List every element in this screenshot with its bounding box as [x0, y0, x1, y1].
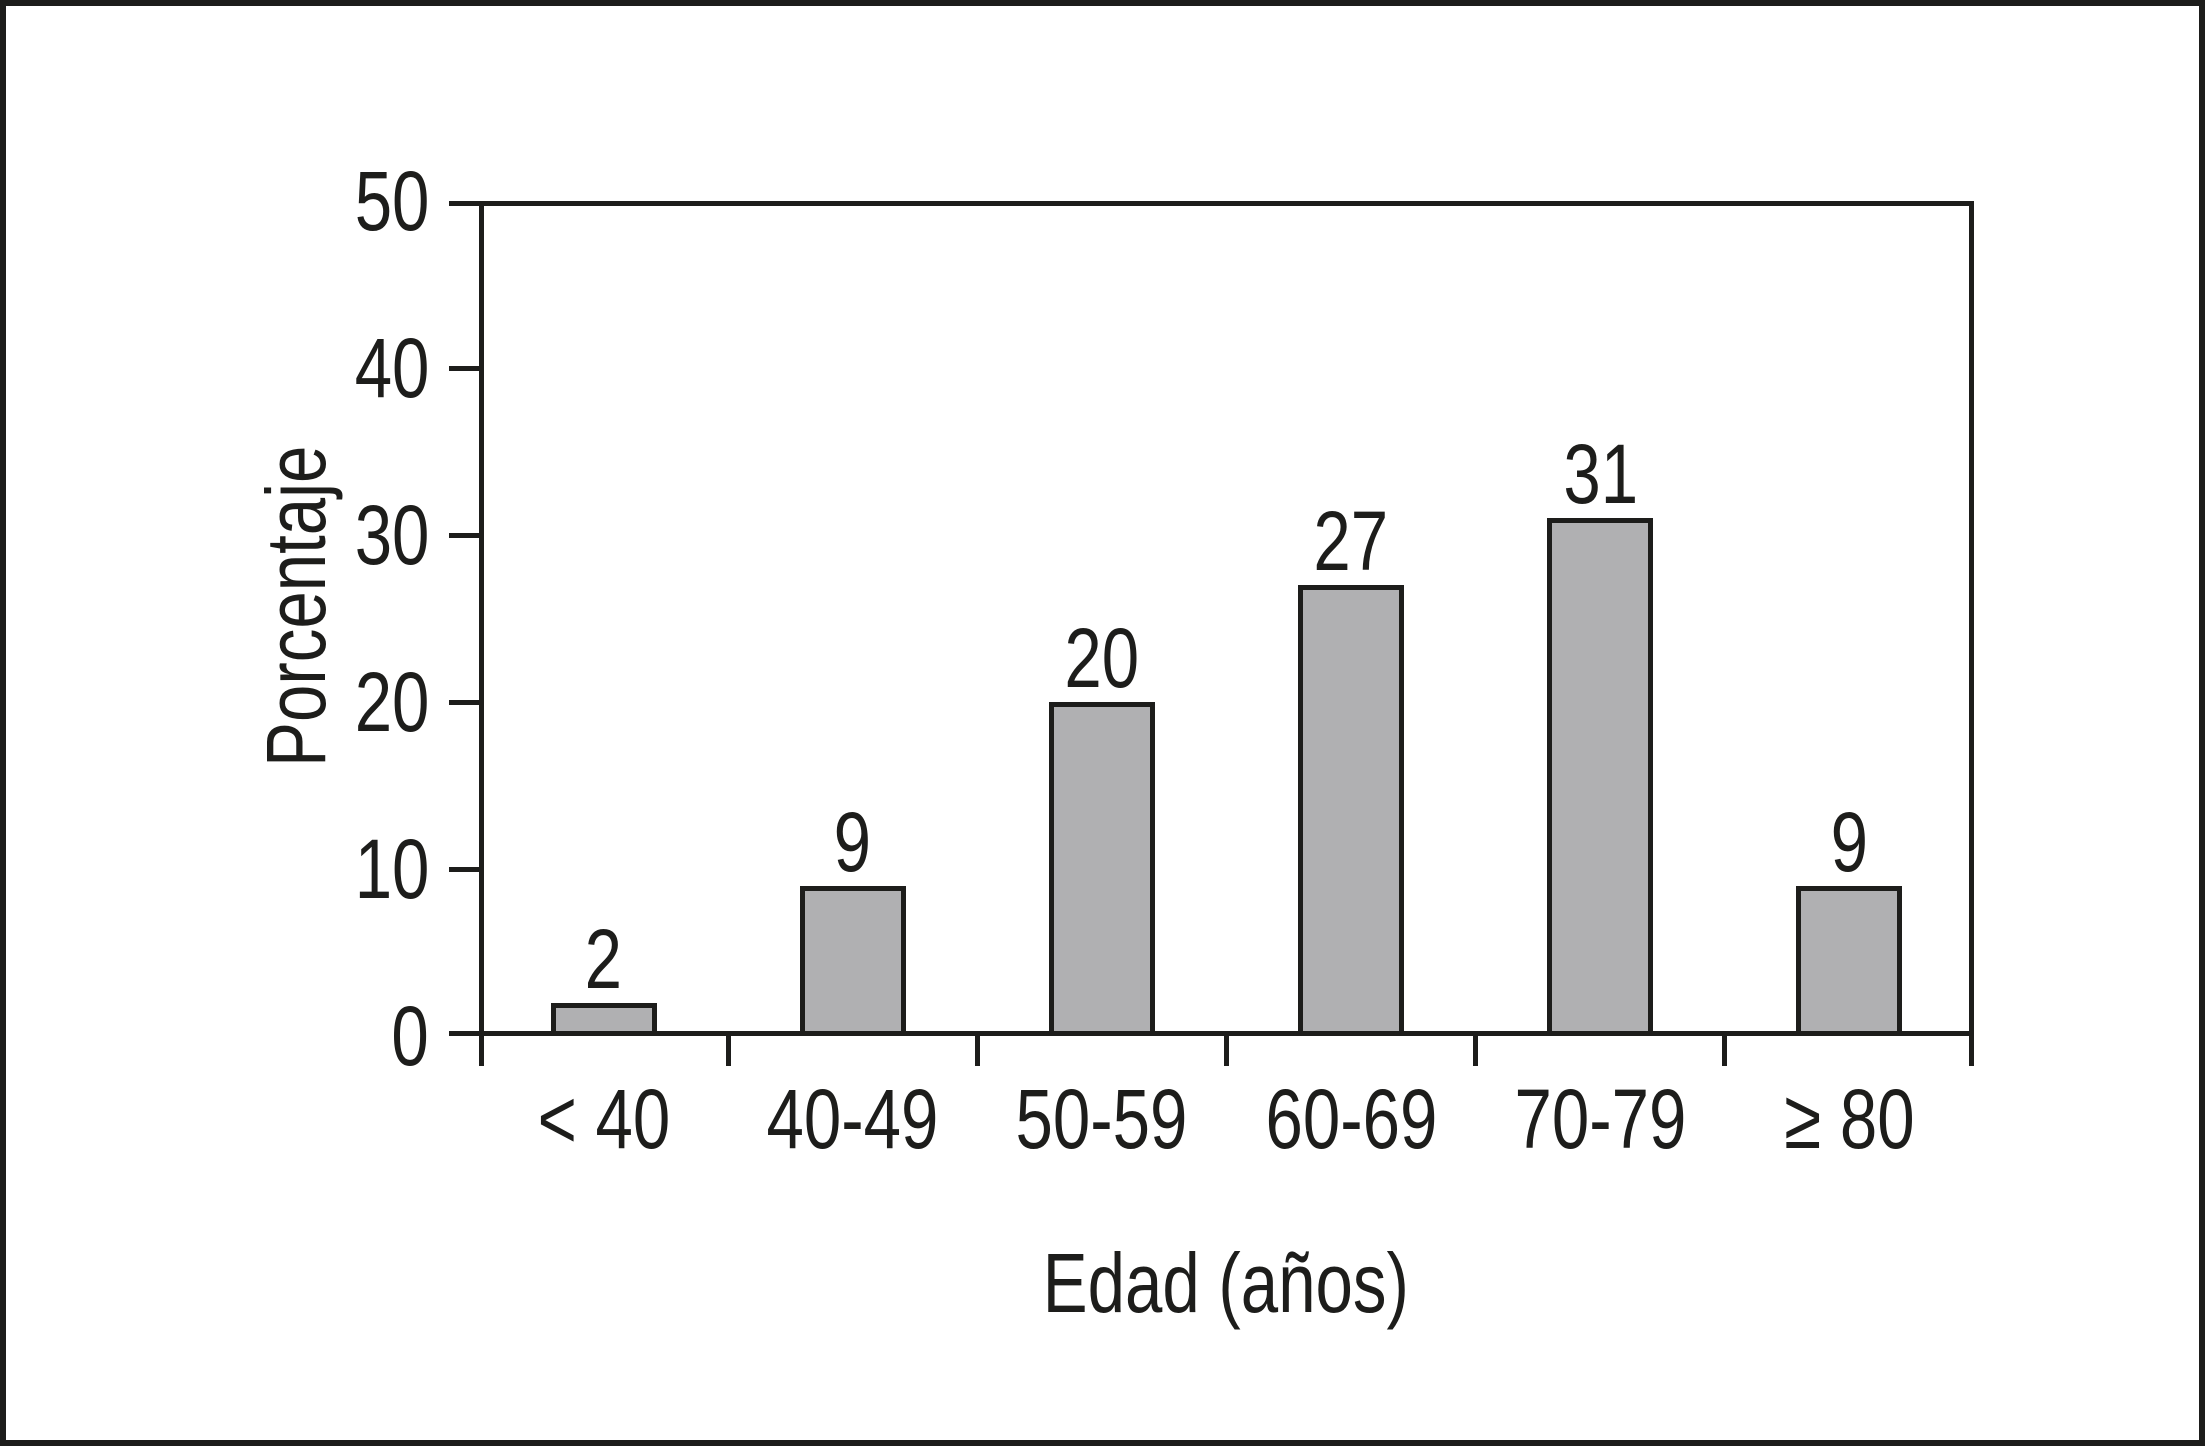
- x-tick-label-text: 70-79: [1514, 1072, 1687, 1166]
- bar-value-label-text: 20: [1064, 611, 1140, 705]
- y-tick-label: 30: [169, 493, 429, 577]
- bar: [1298, 585, 1405, 1036]
- bar-value-label: 31: [1475, 432, 1725, 516]
- plot-area: [479, 201, 1974, 1036]
- y-tick: [449, 866, 479, 872]
- bar: [799, 885, 906, 1036]
- bar-value-label: 9: [728, 800, 978, 884]
- x-tick-label-text: ≥ 80: [1784, 1072, 1915, 1166]
- y-tick-label: 20: [169, 660, 429, 744]
- bar-value-label-text: 31: [1562, 427, 1638, 522]
- x-tick-label: ≥ 80: [1699, 1077, 1999, 1161]
- y-tick-label-text: 50: [354, 154, 429, 248]
- y-tick-label-text: 20: [354, 655, 429, 749]
- x-tick: [725, 1036, 731, 1066]
- bar: [1048, 702, 1155, 1036]
- x-tick: [479, 1036, 484, 1066]
- y-tick-label-text: 30: [354, 488, 429, 582]
- x-axis-title-text: Edad (años): [1042, 1236, 1410, 1330]
- y-tick-label-text: 40: [354, 321, 429, 415]
- y-tick-label: 0: [169, 994, 429, 1078]
- y-axis-title-text: Porcentaje: [249, 445, 343, 767]
- y-tick-label: 10: [169, 827, 429, 911]
- y-tick-label: 40: [169, 326, 429, 410]
- bar-value-label: 27: [1226, 499, 1476, 583]
- bar-value-label: 9: [1724, 800, 1974, 884]
- x-tick-label-text: 60-69: [1265, 1072, 1438, 1166]
- x-tick-label: 40-49: [703, 1077, 1003, 1161]
- bar-value-label-text: 9: [834, 794, 872, 889]
- x-tick: [1473, 1036, 1479, 1066]
- bar-value-label-text: 9: [1830, 794, 1869, 889]
- x-tick-label: 50-59: [952, 1077, 1252, 1161]
- y-tick: [449, 201, 479, 206]
- x-tick-label-text: 50-59: [1015, 1072, 1188, 1166]
- x-tick-label-text: 40-49: [766, 1072, 939, 1166]
- bar: [550, 1002, 657, 1036]
- y-tick: [449, 699, 479, 705]
- x-tick: [974, 1036, 980, 1066]
- y-tick-label-text: 0: [391, 989, 429, 1083]
- bar-value-label: 20: [977, 616, 1227, 700]
- x-tick-label-text: < 40: [537, 1072, 670, 1166]
- bar-value-label-text: 2: [584, 911, 623, 1006]
- bar: [1547, 518, 1654, 1036]
- y-tick: [449, 1031, 479, 1036]
- x-tick-label: < 40: [454, 1077, 754, 1161]
- y-tick: [449, 365, 479, 371]
- x-axis-title: Edad (años): [876, 1241, 1576, 1325]
- y-axis-title: Porcentaje: [249, 306, 343, 906]
- y-tick: [449, 532, 479, 538]
- y-tick-label: 50: [169, 159, 429, 243]
- x-tick: [1224, 1036, 1229, 1066]
- bar-value-label-text: 27: [1313, 494, 1389, 589]
- x-tick: [1969, 1036, 1974, 1066]
- y-tick-label-text: 10: [354, 822, 429, 916]
- x-tick-label: 60-69: [1201, 1077, 1501, 1161]
- bar-value-label: 2: [479, 917, 729, 1001]
- bar: [1796, 885, 1903, 1036]
- x-tick-label: 70-79: [1450, 1077, 1750, 1161]
- x-tick: [1722, 1036, 1728, 1066]
